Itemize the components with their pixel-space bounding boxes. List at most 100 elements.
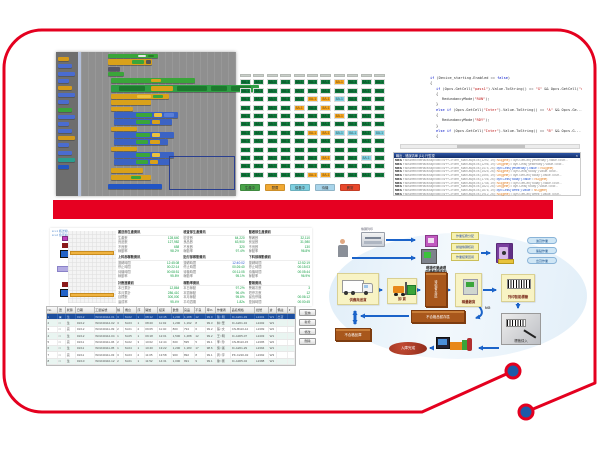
toolbox-block[interactable] bbox=[58, 157, 75, 162]
status-cell[interactable]: 8A-1 bbox=[240, 138, 251, 145]
status-cell[interactable]: 8A-1 bbox=[333, 129, 345, 136]
toolbox-block[interactable] bbox=[58, 57, 69, 62]
status-cell[interactable]: 8A-1 bbox=[280, 154, 292, 161]
column-header[interactable]: 數量 bbox=[172, 307, 184, 313]
status-cell[interactable]: 8A-1 bbox=[280, 129, 292, 136]
status-cell[interactable]: 8A-1 bbox=[333, 138, 345, 145]
status-cell[interactable]: 8A-1 bbox=[347, 163, 359, 170]
status-cell[interactable]: 8A-1 bbox=[373, 96, 385, 103]
code-block[interactable] bbox=[108, 54, 158, 58]
status-cell[interactable]: 8A-1 bbox=[253, 129, 265, 136]
status-cell[interactable]: 8A-1 bbox=[240, 171, 251, 178]
status-cell[interactable]: 8A-1 bbox=[347, 96, 359, 103]
status-cell[interactable]: 8A-1 bbox=[280, 87, 292, 94]
status-cell[interactable]: 8A-1 bbox=[293, 129, 305, 136]
toolbox-block[interactable] bbox=[58, 100, 69, 105]
status-cell[interactable]: 8A-1 bbox=[266, 171, 278, 178]
status-cell[interactable]: 8A-1 bbox=[240, 112, 251, 119]
scrollbar-thumb[interactable] bbox=[457, 145, 525, 148]
status-cell[interactable]: 8A-1 bbox=[266, 146, 278, 153]
status-cell[interactable]: 8A-1 bbox=[253, 112, 265, 119]
code-block[interactable] bbox=[114, 152, 174, 158]
status-cell[interactable]: 8A-1 bbox=[333, 87, 345, 94]
status-cell[interactable]: 8A-1 bbox=[360, 79, 372, 86]
status-cell[interactable]: 8A-1 bbox=[306, 146, 318, 153]
status-cell[interactable]: 8A-1 bbox=[320, 129, 332, 136]
column-header[interactable]: ▾ bbox=[288, 307, 295, 313]
status-cell[interactable]: 8A-1 bbox=[333, 79, 345, 86]
toolbox-block[interactable] bbox=[58, 114, 75, 119]
status-cell[interactable]: 8A-1 bbox=[293, 146, 305, 153]
status-cell[interactable]: 8A-1 bbox=[373, 79, 385, 86]
status-cell[interactable]: 8A-1 bbox=[360, 129, 372, 136]
horizontal-scrollbar[interactable] bbox=[400, 144, 580, 149]
status-cell[interactable]: 8A-1 bbox=[360, 121, 372, 128]
status-cell[interactable]: 8A-1 bbox=[320, 138, 332, 145]
status-cell[interactable]: 8A-1 bbox=[280, 146, 292, 153]
status-cell[interactable]: 8A-1 bbox=[360, 163, 372, 170]
status-cell[interactable]: 8A-1 bbox=[360, 96, 372, 103]
toolbox-block[interactable] bbox=[58, 85, 72, 90]
status-cell[interactable]: 8A-1 bbox=[293, 138, 305, 145]
toolbox-block[interactable] bbox=[58, 121, 69, 126]
status-cell[interactable]: 8A-1 bbox=[373, 138, 385, 145]
status-cell[interactable]: 8A-1 bbox=[333, 104, 345, 111]
status-cell[interactable]: 8A-1 bbox=[373, 163, 385, 170]
status-cell[interactable]: 8A-1 bbox=[266, 154, 278, 161]
status-cell[interactable]: 8A-1 bbox=[360, 154, 372, 161]
status-cell[interactable]: 8A-1 bbox=[266, 79, 278, 86]
status-cell[interactable]: 8A-1 bbox=[373, 112, 385, 119]
code-block[interactable] bbox=[111, 100, 151, 105]
status-cell[interactable]: 8A-1 bbox=[253, 138, 265, 145]
status-cell[interactable]: 8A-1 bbox=[240, 87, 251, 94]
column-header[interactable]: 選 bbox=[58, 307, 67, 313]
status-cell[interactable]: 8A-1 bbox=[293, 87, 305, 94]
status-cell[interactable]: 8A-1 bbox=[306, 171, 318, 178]
status-cell[interactable]: 8A-1 bbox=[240, 121, 251, 128]
toolbox-block[interactable] bbox=[58, 136, 75, 141]
status-cell[interactable]: 8A-1 bbox=[306, 163, 318, 170]
status-cell[interactable]: 8A-1 bbox=[360, 112, 372, 119]
status-cell[interactable]: 8A-1 bbox=[373, 121, 385, 128]
status-cell[interactable]: 8A-1 bbox=[253, 104, 265, 111]
status-cell[interactable]: 8A-1 bbox=[320, 112, 332, 119]
status-cell[interactable]: 8A-1 bbox=[293, 171, 305, 178]
toolbox-block[interactable] bbox=[58, 107, 72, 112]
status-cell[interactable]: 8A-1 bbox=[253, 79, 265, 86]
code-block[interactable] bbox=[111, 85, 259, 92]
status-cell[interactable]: 8A-1 bbox=[266, 96, 278, 103]
status-cell[interactable]: 8A-1 bbox=[306, 138, 318, 145]
column-header[interactable]: 率% bbox=[206, 307, 217, 313]
status-cell[interactable]: 8A-1 bbox=[333, 163, 345, 170]
status-cell[interactable]: 8A-1 bbox=[373, 154, 385, 161]
status-cell[interactable]: 8A-1 bbox=[320, 96, 332, 103]
status-cell[interactable]: 8A-1 bbox=[266, 138, 278, 145]
table-row[interactable]: 8 □ 生 01/10 WO240110-12 2 M-01 1 11:52 14:31 1,000… bbox=[47, 358, 295, 366]
column-header[interactable]: 品名規格 bbox=[231, 307, 256, 313]
status-cell[interactable]: 8A-1 bbox=[347, 129, 359, 136]
status-cell[interactable]: 8A-1 bbox=[320, 171, 332, 178]
status-cell[interactable]: 8A-1 bbox=[280, 104, 292, 111]
column-header[interactable]: 狀態 bbox=[66, 307, 77, 313]
status-cell[interactable]: 8A-1 bbox=[306, 112, 318, 119]
column-header[interactable]: 機台 bbox=[124, 307, 137, 313]
code-block[interactable] bbox=[108, 67, 120, 71]
status-cell[interactable]: 8A-1 bbox=[266, 112, 278, 119]
status-cell[interactable]: 8A-1 bbox=[320, 163, 332, 170]
status-cell[interactable]: 8A-1 bbox=[253, 121, 265, 128]
status-cell[interactable]: 8A-1 bbox=[360, 138, 372, 145]
status-cell[interactable]: 8A-1 bbox=[293, 154, 305, 161]
log-line[interactable]: MES FacsWebInterfaceAspx\MES\PFC\Form_Ma… bbox=[395, 193, 579, 197]
status-cell[interactable]: 8A-1 bbox=[333, 171, 345, 178]
code-block[interactable] bbox=[114, 159, 170, 165]
status-cell[interactable]: 8A-1 bbox=[347, 121, 359, 128]
column-header[interactable]: 序 bbox=[137, 307, 145, 313]
table-action-button[interactable]: 新增 bbox=[299, 318, 316, 326]
status-cell[interactable]: 8A-1 bbox=[240, 163, 251, 170]
status-cell[interactable]: 8A-1 bbox=[306, 87, 318, 94]
blockly-workspace[interactable] bbox=[81, 52, 259, 196]
code-block[interactable] bbox=[111, 168, 143, 173]
status-cell[interactable]: 8A-1 bbox=[373, 104, 385, 111]
status-cell[interactable]: 8A-1 bbox=[253, 171, 265, 178]
status-cell[interactable]: 8A-1 bbox=[347, 138, 359, 145]
